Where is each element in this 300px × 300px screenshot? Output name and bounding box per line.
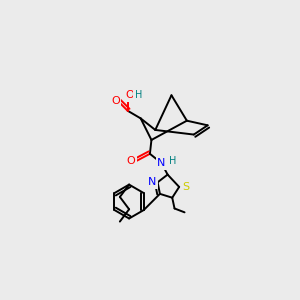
Text: O: O	[126, 156, 135, 166]
Text: S: S	[182, 182, 190, 192]
Text: H: H	[135, 89, 142, 100]
Text: H: H	[169, 156, 176, 166]
Text: O: O	[111, 96, 120, 106]
Text: N: N	[148, 177, 156, 187]
Text: O: O	[125, 90, 134, 100]
Text: N: N	[157, 158, 166, 168]
